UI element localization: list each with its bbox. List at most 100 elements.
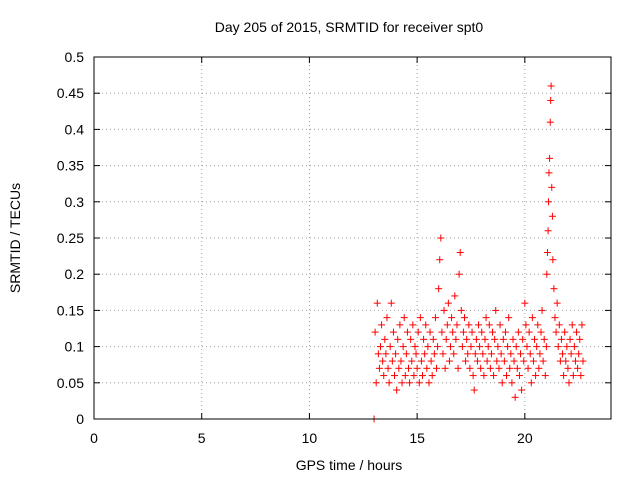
data-point bbox=[470, 386, 478, 394]
data-point bbox=[471, 350, 479, 358]
data-point bbox=[434, 343, 442, 351]
data-point bbox=[444, 299, 452, 307]
data-point bbox=[529, 357, 537, 365]
y-axis-label: SRMTID / TECUs bbox=[7, 183, 23, 293]
data-point bbox=[561, 328, 569, 336]
data-point bbox=[414, 328, 422, 336]
data-point bbox=[499, 335, 507, 343]
data-point bbox=[449, 328, 457, 336]
data-point bbox=[473, 357, 481, 365]
data-point bbox=[452, 335, 460, 343]
data-point bbox=[451, 292, 459, 300]
data-point bbox=[560, 372, 568, 380]
y-tick-label: 0 bbox=[76, 411, 84, 427]
x-tick-label: 0 bbox=[90, 430, 98, 446]
data-point bbox=[564, 364, 572, 372]
data-point bbox=[441, 364, 449, 372]
data-point bbox=[438, 328, 446, 336]
data-point bbox=[549, 256, 557, 264]
data-point bbox=[565, 379, 573, 387]
data-point bbox=[372, 379, 380, 387]
data-point bbox=[371, 328, 379, 336]
data-point bbox=[406, 379, 414, 387]
data-point bbox=[381, 335, 389, 343]
data-point bbox=[435, 285, 443, 293]
data-point bbox=[424, 343, 432, 351]
data-point bbox=[391, 372, 399, 380]
data-point bbox=[398, 379, 406, 387]
data-point bbox=[509, 335, 517, 343]
data-point bbox=[554, 343, 562, 351]
data-point bbox=[457, 306, 465, 314]
data-point bbox=[447, 343, 455, 351]
data-point bbox=[578, 321, 586, 329]
data-point bbox=[557, 335, 565, 343]
data-point bbox=[537, 328, 545, 336]
data-point bbox=[396, 321, 404, 329]
data-point bbox=[394, 335, 402, 343]
data-point bbox=[531, 335, 539, 343]
data-point bbox=[503, 372, 511, 380]
data-point bbox=[388, 357, 396, 365]
data-point bbox=[416, 314, 424, 322]
y-tick-labels: 0 0.05 0.1 0.15 0.2 0.25 0.3 0.35 0.4 0.45 0.5 bbox=[57, 49, 84, 427]
data-point bbox=[463, 335, 471, 343]
data-point bbox=[566, 335, 574, 343]
data-point bbox=[574, 364, 582, 372]
data-point bbox=[547, 82, 555, 90]
data-point bbox=[375, 364, 383, 372]
data-point bbox=[543, 270, 551, 278]
data-point bbox=[421, 350, 429, 358]
data-point bbox=[465, 321, 473, 329]
data-point bbox=[510, 357, 518, 365]
data-point bbox=[481, 335, 489, 343]
data-point bbox=[405, 364, 413, 372]
data-point bbox=[428, 372, 436, 380]
data-point bbox=[450, 350, 458, 358]
y-tick-label: 0.25 bbox=[57, 230, 84, 246]
data-point bbox=[440, 306, 448, 314]
data-point bbox=[384, 364, 392, 372]
data-point bbox=[532, 372, 540, 380]
data-point bbox=[539, 357, 547, 365]
plot-frame bbox=[93, 56, 612, 420]
data-point bbox=[392, 350, 400, 358]
data-point bbox=[408, 357, 416, 365]
data-point bbox=[524, 364, 532, 372]
data-point bbox=[425, 379, 433, 387]
data-point bbox=[500, 357, 508, 365]
data-point bbox=[573, 328, 581, 336]
data-point bbox=[569, 372, 577, 380]
data-point bbox=[386, 343, 394, 351]
data-point bbox=[515, 372, 523, 380]
data-point bbox=[443, 321, 451, 329]
data-point bbox=[562, 357, 570, 365]
data-point bbox=[412, 350, 420, 358]
data-point bbox=[506, 364, 514, 372]
x-tick-label: 20 bbox=[517, 430, 533, 446]
data-point bbox=[483, 357, 491, 365]
data-point bbox=[559, 350, 567, 358]
data-point bbox=[553, 299, 561, 307]
data-point bbox=[525, 328, 533, 336]
y-tick-label: 0.15 bbox=[57, 302, 84, 318]
data-point bbox=[389, 328, 397, 336]
y-tick-label: 0.05 bbox=[57, 375, 84, 391]
data-point bbox=[538, 306, 546, 314]
data-point bbox=[486, 364, 494, 372]
data-point bbox=[374, 350, 382, 358]
data-point bbox=[433, 364, 441, 372]
data-point bbox=[533, 343, 541, 351]
data-point bbox=[429, 335, 437, 343]
data-point bbox=[552, 328, 560, 336]
data-point bbox=[397, 357, 405, 365]
x-tick-labels: 0 5 10 15 20 bbox=[90, 430, 533, 446]
data-point bbox=[576, 335, 584, 343]
data-point bbox=[454, 364, 462, 372]
data-point bbox=[547, 96, 555, 104]
data-point bbox=[501, 328, 509, 336]
data-point bbox=[567, 350, 575, 358]
data-point bbox=[548, 212, 556, 220]
data-point bbox=[393, 386, 401, 394]
data-point bbox=[423, 364, 431, 372]
